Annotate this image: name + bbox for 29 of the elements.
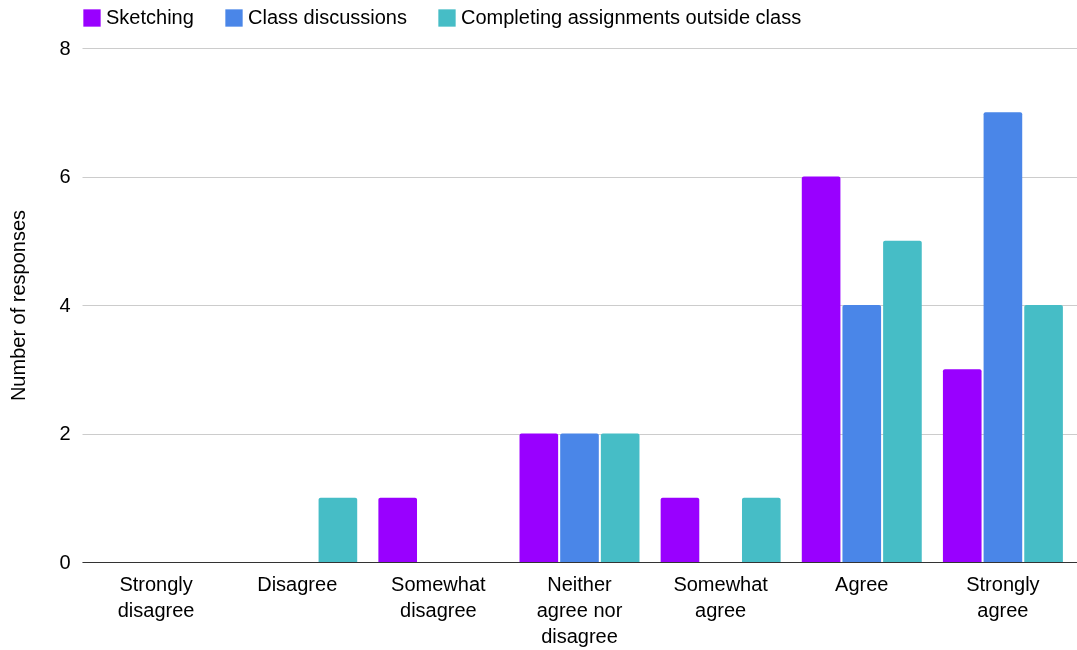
bar <box>942 369 982 562</box>
legend-label: Sketching <box>106 6 194 28</box>
bar <box>560 433 599 562</box>
bar <box>378 497 418 562</box>
bar <box>983 112 1023 562</box>
bar <box>318 497 358 562</box>
y-tick-label: 6 <box>59 165 71 187</box>
legend-label: Class discussions <box>248 6 407 28</box>
bar <box>741 497 781 562</box>
y-tick-label: 4 <box>59 293 71 316</box>
x-tick-label: Neither agree nor disagree <box>536 572 623 647</box>
bar <box>801 176 841 562</box>
bar <box>842 305 882 562</box>
y-tick-label: 2 <box>59 422 71 444</box>
bar <box>519 433 559 562</box>
x-tick-label: Agree <box>835 572 889 595</box>
x-tick-label: Strongly disagree <box>117 572 195 621</box>
bar <box>660 497 700 562</box>
legend-label: Completing assignments outside class <box>461 6 802 28</box>
bar <box>600 433 640 562</box>
bar <box>1024 305 1063 562</box>
bar <box>883 240 922 562</box>
x-tick-label: Somewhat disagree <box>391 572 487 621</box>
x-tick-label: Disagree <box>257 572 338 595</box>
x-tick-label: Strongly agree <box>966 572 1040 621</box>
x-tick-label: Somewhat agree <box>673 572 769 621</box>
y-axis-title: Number of responses <box>7 209 30 402</box>
y-tick-label: 8 <box>59 36 71 59</box>
y-tick-label: 0 <box>59 550 71 573</box>
